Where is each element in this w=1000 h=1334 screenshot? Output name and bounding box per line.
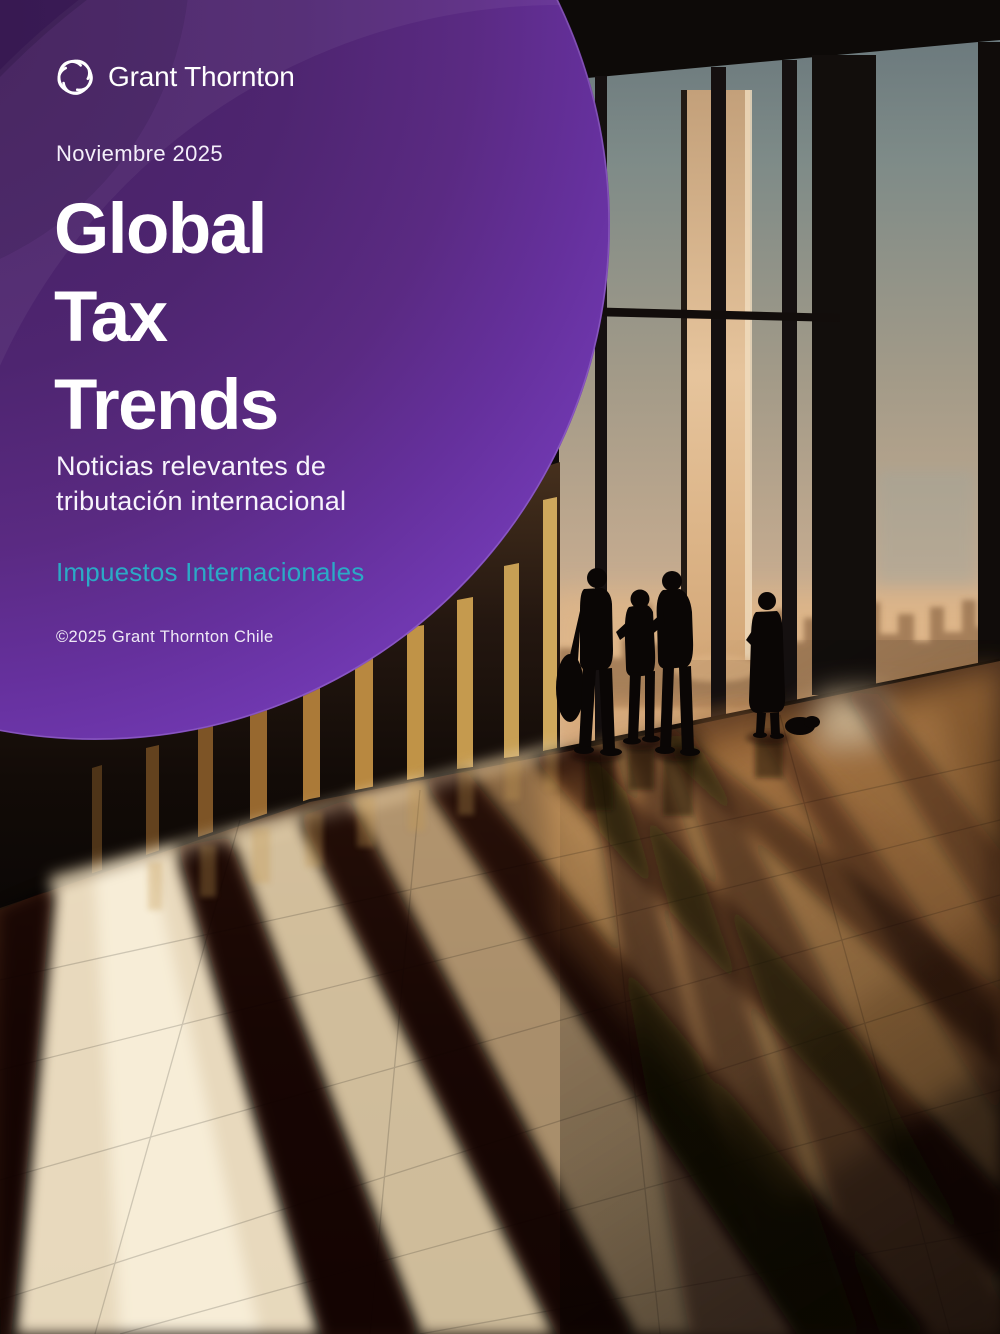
person-shadow-reflections <box>585 738 783 816</box>
ceiling <box>545 0 1000 82</box>
title-line-2: Tax <box>54 278 168 357</box>
title-line-3: Trends <box>54 366 279 445</box>
copyright-line: ©2025 Grant Thornton Chile <box>56 628 274 646</box>
subtitle: Noticias relevantes de tributación inter… <box>56 449 346 519</box>
grant-thornton-rollerball-icon <box>57 59 93 95</box>
brand-wordmark: Grant Thornton <box>108 61 295 92</box>
issue-date: Noviembre 2025 <box>56 141 224 166</box>
title-line-1: Global <box>54 190 267 269</box>
category-label: Impuestos Internacionales <box>56 557 365 587</box>
window-mullions-right <box>543 42 1000 755</box>
brand-logo: Grant Thornton <box>53 55 295 99</box>
people-silhouettes <box>556 568 820 816</box>
gold-window-frames <box>92 497 557 882</box>
page-title: Global Tax Trends <box>54 186 279 450</box>
subtitle-line-1: Noticias relevantes de <box>56 451 327 481</box>
frame-reflections <box>148 750 558 910</box>
subtitle-line-2: tributación internacional <box>56 486 347 516</box>
